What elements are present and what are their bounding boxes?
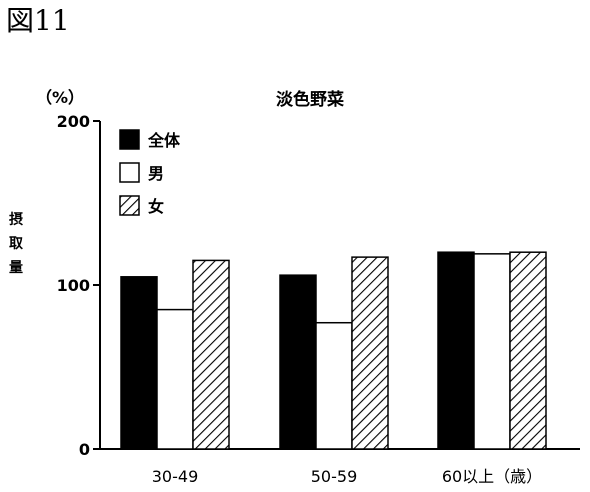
x-tick-label: 30-49 bbox=[152, 467, 199, 486]
y-unit-label: （%） bbox=[36, 88, 84, 107]
y-tick-labels: 0 100 200 bbox=[57, 112, 90, 459]
x-tick-label: 60以上（歳） bbox=[442, 467, 542, 486]
x-tick-labels: 30-49 50-59 60以上（歳） bbox=[152, 467, 542, 486]
y-tick-label: 200 bbox=[57, 112, 90, 131]
y-axis-label: 摂取量 bbox=[9, 211, 24, 276]
bar-女-1 bbox=[351, 256, 389, 450]
bar-男-1 bbox=[315, 321, 353, 450]
x-tick-label: 50-59 bbox=[311, 467, 358, 486]
bar-女-2 bbox=[509, 251, 547, 450]
legend-label: 女 bbox=[148, 197, 164, 216]
y-tick-label: 100 bbox=[57, 276, 90, 295]
bar-男-2 bbox=[473, 253, 511, 450]
bars bbox=[120, 251, 547, 450]
legend-label: 全体 bbox=[147, 131, 181, 150]
bar-男-0 bbox=[156, 308, 194, 450]
bar-女-0 bbox=[192, 259, 230, 450]
y-tick-label: 0 bbox=[79, 440, 90, 459]
legend-swatch-全体 bbox=[119, 129, 140, 150]
legend-swatch-女 bbox=[119, 195, 140, 216]
figure-label: 図11 bbox=[6, 4, 70, 37]
bar-全体-1 bbox=[279, 274, 317, 450]
legend-label: 男 bbox=[148, 164, 164, 183]
legend-swatch-男 bbox=[119, 162, 140, 183]
chart-title: 淡色野菜 bbox=[276, 89, 345, 110]
bar-全体-0 bbox=[120, 276, 158, 450]
bar-全体-2 bbox=[437, 251, 475, 450]
